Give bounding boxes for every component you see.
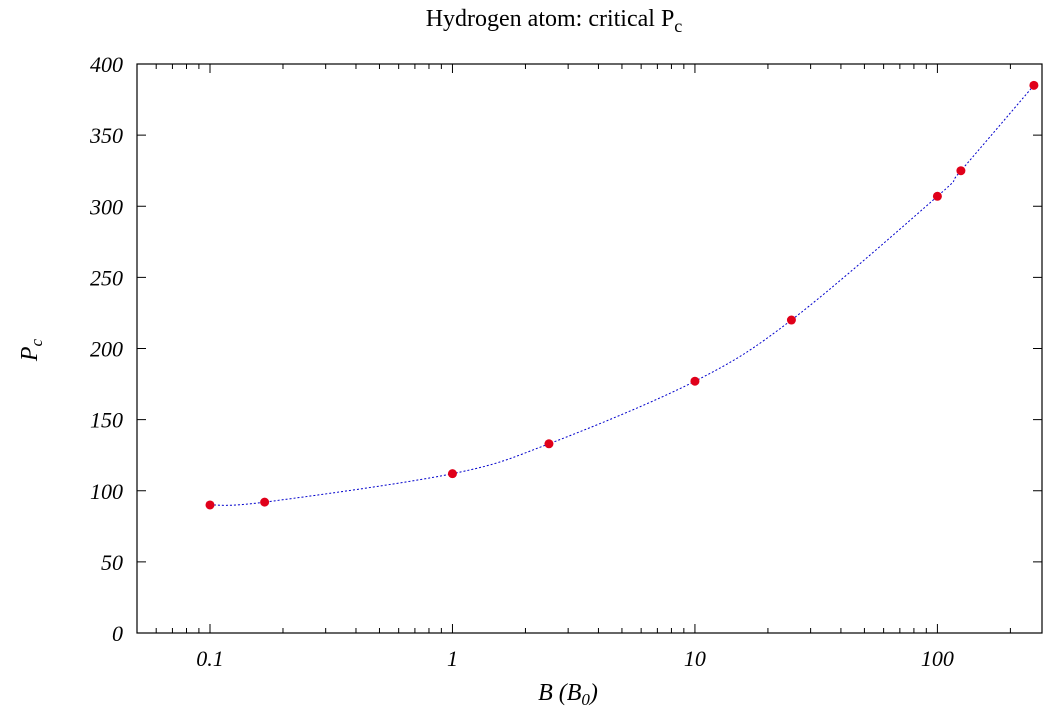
x-axis-label: B (B0) [538, 680, 598, 709]
data-point [260, 497, 270, 507]
y-tick-label: 0 [112, 621, 123, 646]
y-tick-label: 50 [101, 550, 123, 575]
y-tick-label: 300 [89, 194, 123, 219]
y-tick-label: 250 [90, 265, 123, 290]
data-point [1029, 80, 1039, 90]
data-point [932, 191, 942, 201]
y-tick-label: 400 [90, 52, 123, 77]
data-point [544, 439, 554, 449]
y-axis-label: Pc [17, 338, 46, 362]
x-tick-label: 10 [684, 646, 706, 671]
y-tick-label: 350 [89, 123, 123, 148]
data-point [956, 166, 966, 176]
data-point [786, 315, 796, 325]
y-tick-label: 150 [90, 408, 123, 433]
plot-frame [136, 63, 1043, 634]
data-point [690, 376, 700, 386]
y-tick-label: 100 [90, 479, 123, 504]
chart-title: Hydrogen atom: critical Pc [425, 6, 683, 36]
data-point [205, 500, 215, 510]
x-tick-label: 0.1 [196, 646, 224, 671]
x-tick-label: 100 [921, 646, 954, 671]
y-tick-label: 200 [90, 337, 123, 362]
series-line [209, 85, 1035, 506]
data-point [447, 469, 457, 479]
x-tick-label: 1 [447, 646, 458, 671]
